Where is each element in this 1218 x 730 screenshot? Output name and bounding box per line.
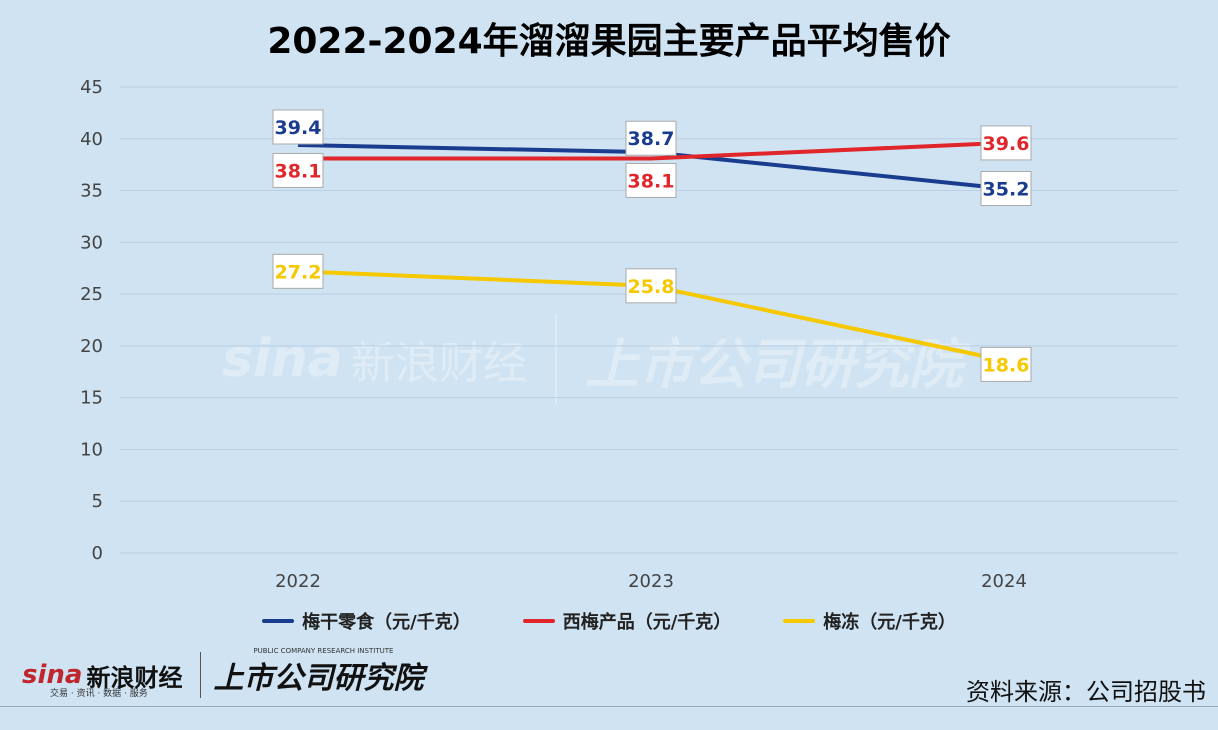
legend-label-1: 西梅产品（元/千克） xyxy=(562,612,732,633)
institute-logo-english: PUBLIC COMPANY RESEARCH INSTITUTE xyxy=(253,647,394,655)
data-label-box-1-0 xyxy=(272,152,324,188)
legend-label-2: 梅冻（元/千克） xyxy=(823,612,956,633)
sina-finance-logo-text: 新浪财经 xyxy=(86,663,183,692)
institute-logo: PUBLIC COMPANY RESEARCH INSTITUTE 上市公司研究… xyxy=(213,647,424,697)
data-label-0-0: 39.4 xyxy=(275,117,322,139)
data-label-box-2-2 xyxy=(980,346,1032,382)
logo-divider xyxy=(200,652,202,698)
institute-logo-text: 上市公司研究院 xyxy=(213,661,424,696)
data-label-1-1: 38.1 xyxy=(628,170,675,192)
footer-divider xyxy=(0,706,1218,707)
legend-swatch-2 xyxy=(783,619,816,623)
y-tick-label-0: 0 xyxy=(92,543,103,564)
data-label-box-0-1 xyxy=(625,120,677,156)
data-label-box-2-1 xyxy=(625,268,677,304)
y-tick-label-9: 45 xyxy=(80,77,103,98)
legend-swatch-0 xyxy=(262,619,295,623)
footer-logo: sina 新浪财经 交易 · 资讯 · 数据 · 服务 PUBLIC COMPA… xyxy=(22,647,424,699)
y-tick-label-1: 5 xyxy=(92,491,103,512)
data-label-2-2: 18.6 xyxy=(983,354,1030,376)
legend-item-2: 梅冻（元/千克） xyxy=(783,608,956,634)
data-label-1-2: 39.6 xyxy=(983,133,1030,155)
legend-item-1: 西梅产品（元/千克） xyxy=(522,608,732,634)
y-tick-label-7: 35 xyxy=(80,181,103,202)
series-line-1 xyxy=(298,140,1005,161)
legend-item-0: 梅干零食（元/千克） xyxy=(262,608,471,634)
x-tick-label-0: 2022 xyxy=(275,571,321,592)
legend: 梅干零食（元/千克） 西梅产品（元/千克） 梅冻（元/千克） xyxy=(0,608,1218,634)
x-tick-label-2: 2024 xyxy=(981,571,1027,592)
data-label-0-1: 38.7 xyxy=(628,128,675,150)
data-label-2-1: 25.8 xyxy=(628,276,675,298)
line-chart: 0 5 10 15 20 25 30 35 40 45 2022 2023 2024 39.4 38.7 35… xyxy=(80,77,1178,592)
y-tick-label-2: 10 xyxy=(80,439,103,460)
data-label-2-0: 27.2 xyxy=(275,261,322,283)
data-label-box-0-2 xyxy=(980,170,1032,206)
data-label-box-1-2 xyxy=(980,125,1032,161)
data-label-box-0-0 xyxy=(272,109,324,145)
data-label-box-1-1 xyxy=(625,162,677,198)
chart-title: 2022-2024年溜溜果园主要产品平均售价 xyxy=(267,21,951,62)
data-label-box-2-0 xyxy=(272,253,324,289)
y-tick-label-5: 25 xyxy=(80,284,103,305)
data-label-0-2: 35.2 xyxy=(983,178,1030,200)
source-note: 资料来源：公司招股书 xyxy=(966,678,1206,706)
y-tick-label-8: 40 xyxy=(80,129,103,150)
sina-logo: sina xyxy=(22,660,83,690)
legend-swatch-1 xyxy=(522,619,555,623)
sina-logo-subtitle: 交易 · 资讯 · 数据 · 服务 xyxy=(50,689,148,699)
x-tick-label-1: 2023 xyxy=(628,571,674,592)
y-tick-label-3: 15 xyxy=(80,388,103,409)
y-tick-label-6: 30 xyxy=(80,232,103,253)
y-tick-label-4: 20 xyxy=(80,336,103,357)
legend-label-0: 梅干零食（元/千克） xyxy=(302,612,471,633)
data-label-1-0: 38.1 xyxy=(275,160,322,182)
